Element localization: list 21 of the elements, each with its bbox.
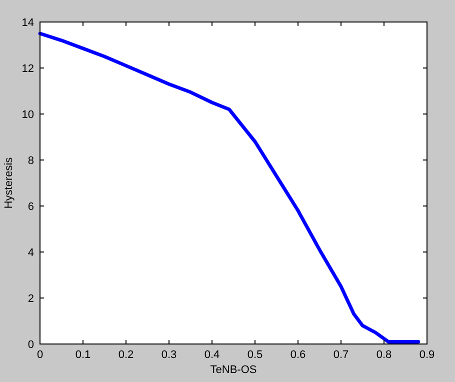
line-series	[38, 32, 420, 344]
x-tick-label: 0.2	[118, 349, 134, 361]
y-tick-label: 4	[28, 247, 34, 259]
y-tick-label: 8	[28, 155, 34, 167]
x-tick-label: 0.8	[376, 349, 392, 361]
x-tick-label: 0.4	[204, 349, 220, 361]
y-tick-label: 12	[22, 63, 34, 75]
y-tick-label: 2	[28, 293, 34, 305]
y-tick-label: 14	[22, 17, 34, 29]
x-tick-label: 0.7	[333, 349, 349, 361]
x-tick-label: 0.9	[419, 349, 435, 361]
x-tick-label: 0.3	[161, 349, 177, 361]
x-tick-label: 0.5	[247, 349, 263, 361]
y-tick-label: 0	[28, 339, 34, 351]
x-tick-label: 0.6	[290, 349, 306, 361]
x-axis-title: TeNB-OS	[210, 364, 257, 376]
y-tick-label: 6	[28, 201, 34, 213]
y-axis-title: Hysteresis	[3, 156, 15, 209]
x-tick-label: 0.1	[75, 349, 91, 361]
y-tick-label: 10	[22, 109, 34, 121]
x-tick-label: 0	[36, 349, 44, 361]
